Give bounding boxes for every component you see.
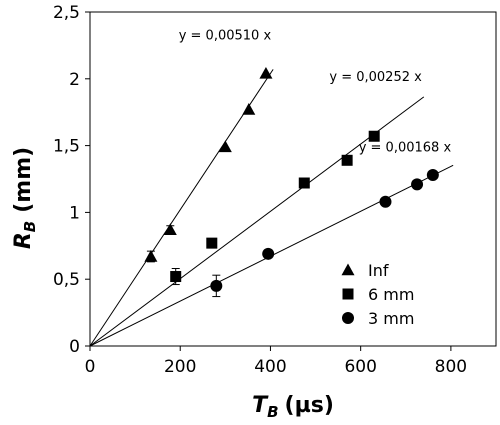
- data-point-6-mm: [368, 130, 380, 142]
- legend-label: Inf: [368, 261, 389, 280]
- plot-frame: [89, 11, 497, 347]
- legend-marker-3-mm: [342, 312, 354, 324]
- fit-equation-label: y = 0,00252 x: [329, 70, 422, 85]
- data-point-3-mm: [379, 195, 392, 208]
- x-tick-label: 600: [344, 357, 376, 377]
- data-point-inf: [242, 103, 256, 115]
- x-tick-label: 0: [85, 357, 96, 377]
- data-point-inf: [144, 249, 158, 262]
- legend-label: 3 mm: [368, 309, 414, 328]
- data-point-6-mm: [341, 154, 353, 166]
- plot-area-border: [89, 11, 497, 347]
- y-axis-title: RB(mm): [11, 147, 39, 249]
- x-tick-label: 200: [164, 357, 196, 377]
- legend-marker-inf: [341, 263, 355, 276]
- data-point-3-mm: [262, 247, 275, 260]
- x-axis-title: TB (µs): [252, 393, 334, 421]
- legend: Inf 6 mm 3 mm: [341, 261, 414, 328]
- fit-equation-label: y = 0,00510 x: [179, 28, 272, 43]
- data-point-6-mm: [206, 237, 218, 249]
- data-point-6-mm: [298, 177, 310, 189]
- y-tick-label: 1: [69, 203, 80, 223]
- data-point-3-mm: [426, 168, 439, 181]
- y-tick-label: 2: [69, 70, 80, 90]
- y-tick-label: 2,5: [53, 3, 80, 23]
- y-tick-label: 0,5: [53, 270, 80, 290]
- x-tick-label: 400: [254, 357, 286, 377]
- y-tick-label: 0: [69, 337, 80, 357]
- y-axis-ticks: 0 0,5 1 1,5 2 2,5: [53, 3, 90, 357]
- legend-label: 6 mm: [368, 285, 414, 304]
- fit-line-inf: [89, 69, 274, 347]
- x-tick-label: 800: [435, 357, 467, 377]
- data-point-inf: [163, 223, 177, 235]
- data-point-inf: [259, 66, 273, 79]
- x-axis-ticks: 0 200 400 600 800: [85, 346, 467, 377]
- fit-line-6-mm: [89, 96, 425, 347]
- legend-marker-6-mm: [342, 288, 354, 300]
- data-point-inf: [218, 140, 232, 153]
- fit-equation-label: y = 0,00168 x: [359, 140, 452, 155]
- y-tick-label: 1,5: [53, 137, 80, 157]
- data-point-3-mm: [210, 279, 223, 292]
- data-point-3-mm: [411, 178, 424, 191]
- data-points: [144, 66, 439, 298]
- data-point-6-mm: [170, 271, 182, 283]
